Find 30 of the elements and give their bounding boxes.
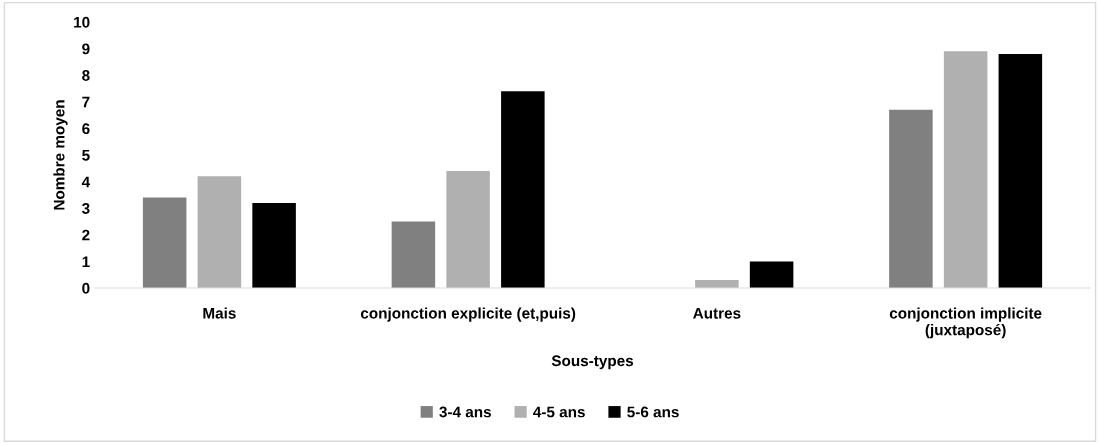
- y-tick-label: 0: [82, 282, 90, 294]
- legend-label: 5-6 ans: [627, 406, 679, 418]
- bar: [749, 261, 794, 288]
- y-tick-label: 8: [82, 70, 90, 81]
- y-tick-label: 3: [81, 203, 90, 214]
- x-tick-label: conjonction explicite (et,puis): [360, 307, 576, 322]
- bar: [943, 51, 988, 288]
- bar: [197, 176, 242, 288]
- legend-label: 3-4 ans: [439, 406, 491, 418]
- y-tick-label: 6: [82, 123, 90, 135]
- bar: [446, 170, 490, 288]
- bar: [391, 221, 436, 288]
- x-tick-label: Mais: [203, 307, 236, 319]
- bar: [501, 91, 545, 288]
- bar: [889, 109, 933, 288]
- bar: [142, 197, 187, 288]
- y-tick-label: 4: [81, 176, 91, 188]
- bar: [252, 202, 296, 288]
- y-tick-label: 5: [82, 150, 90, 161]
- x-axis-title: Sous-types: [551, 355, 634, 370]
- x-tick-label: Autres: [693, 308, 741, 319]
- bar: [998, 53, 1043, 288]
- y-axis-title: Nombre moyen: [53, 100, 68, 210]
- y-tick-label: 7: [82, 96, 90, 108]
- y-tick-label: 10: [74, 16, 90, 28]
- x-tick-label: conjonction implicite (juxtaposé): [889, 307, 1042, 339]
- y-tick-label: 1: [82, 256, 90, 267]
- y-tick-label: 2: [82, 229, 90, 241]
- y-tick-label: 9: [82, 43, 90, 55]
- legend-label: 4-5 ans: [533, 406, 585, 418]
